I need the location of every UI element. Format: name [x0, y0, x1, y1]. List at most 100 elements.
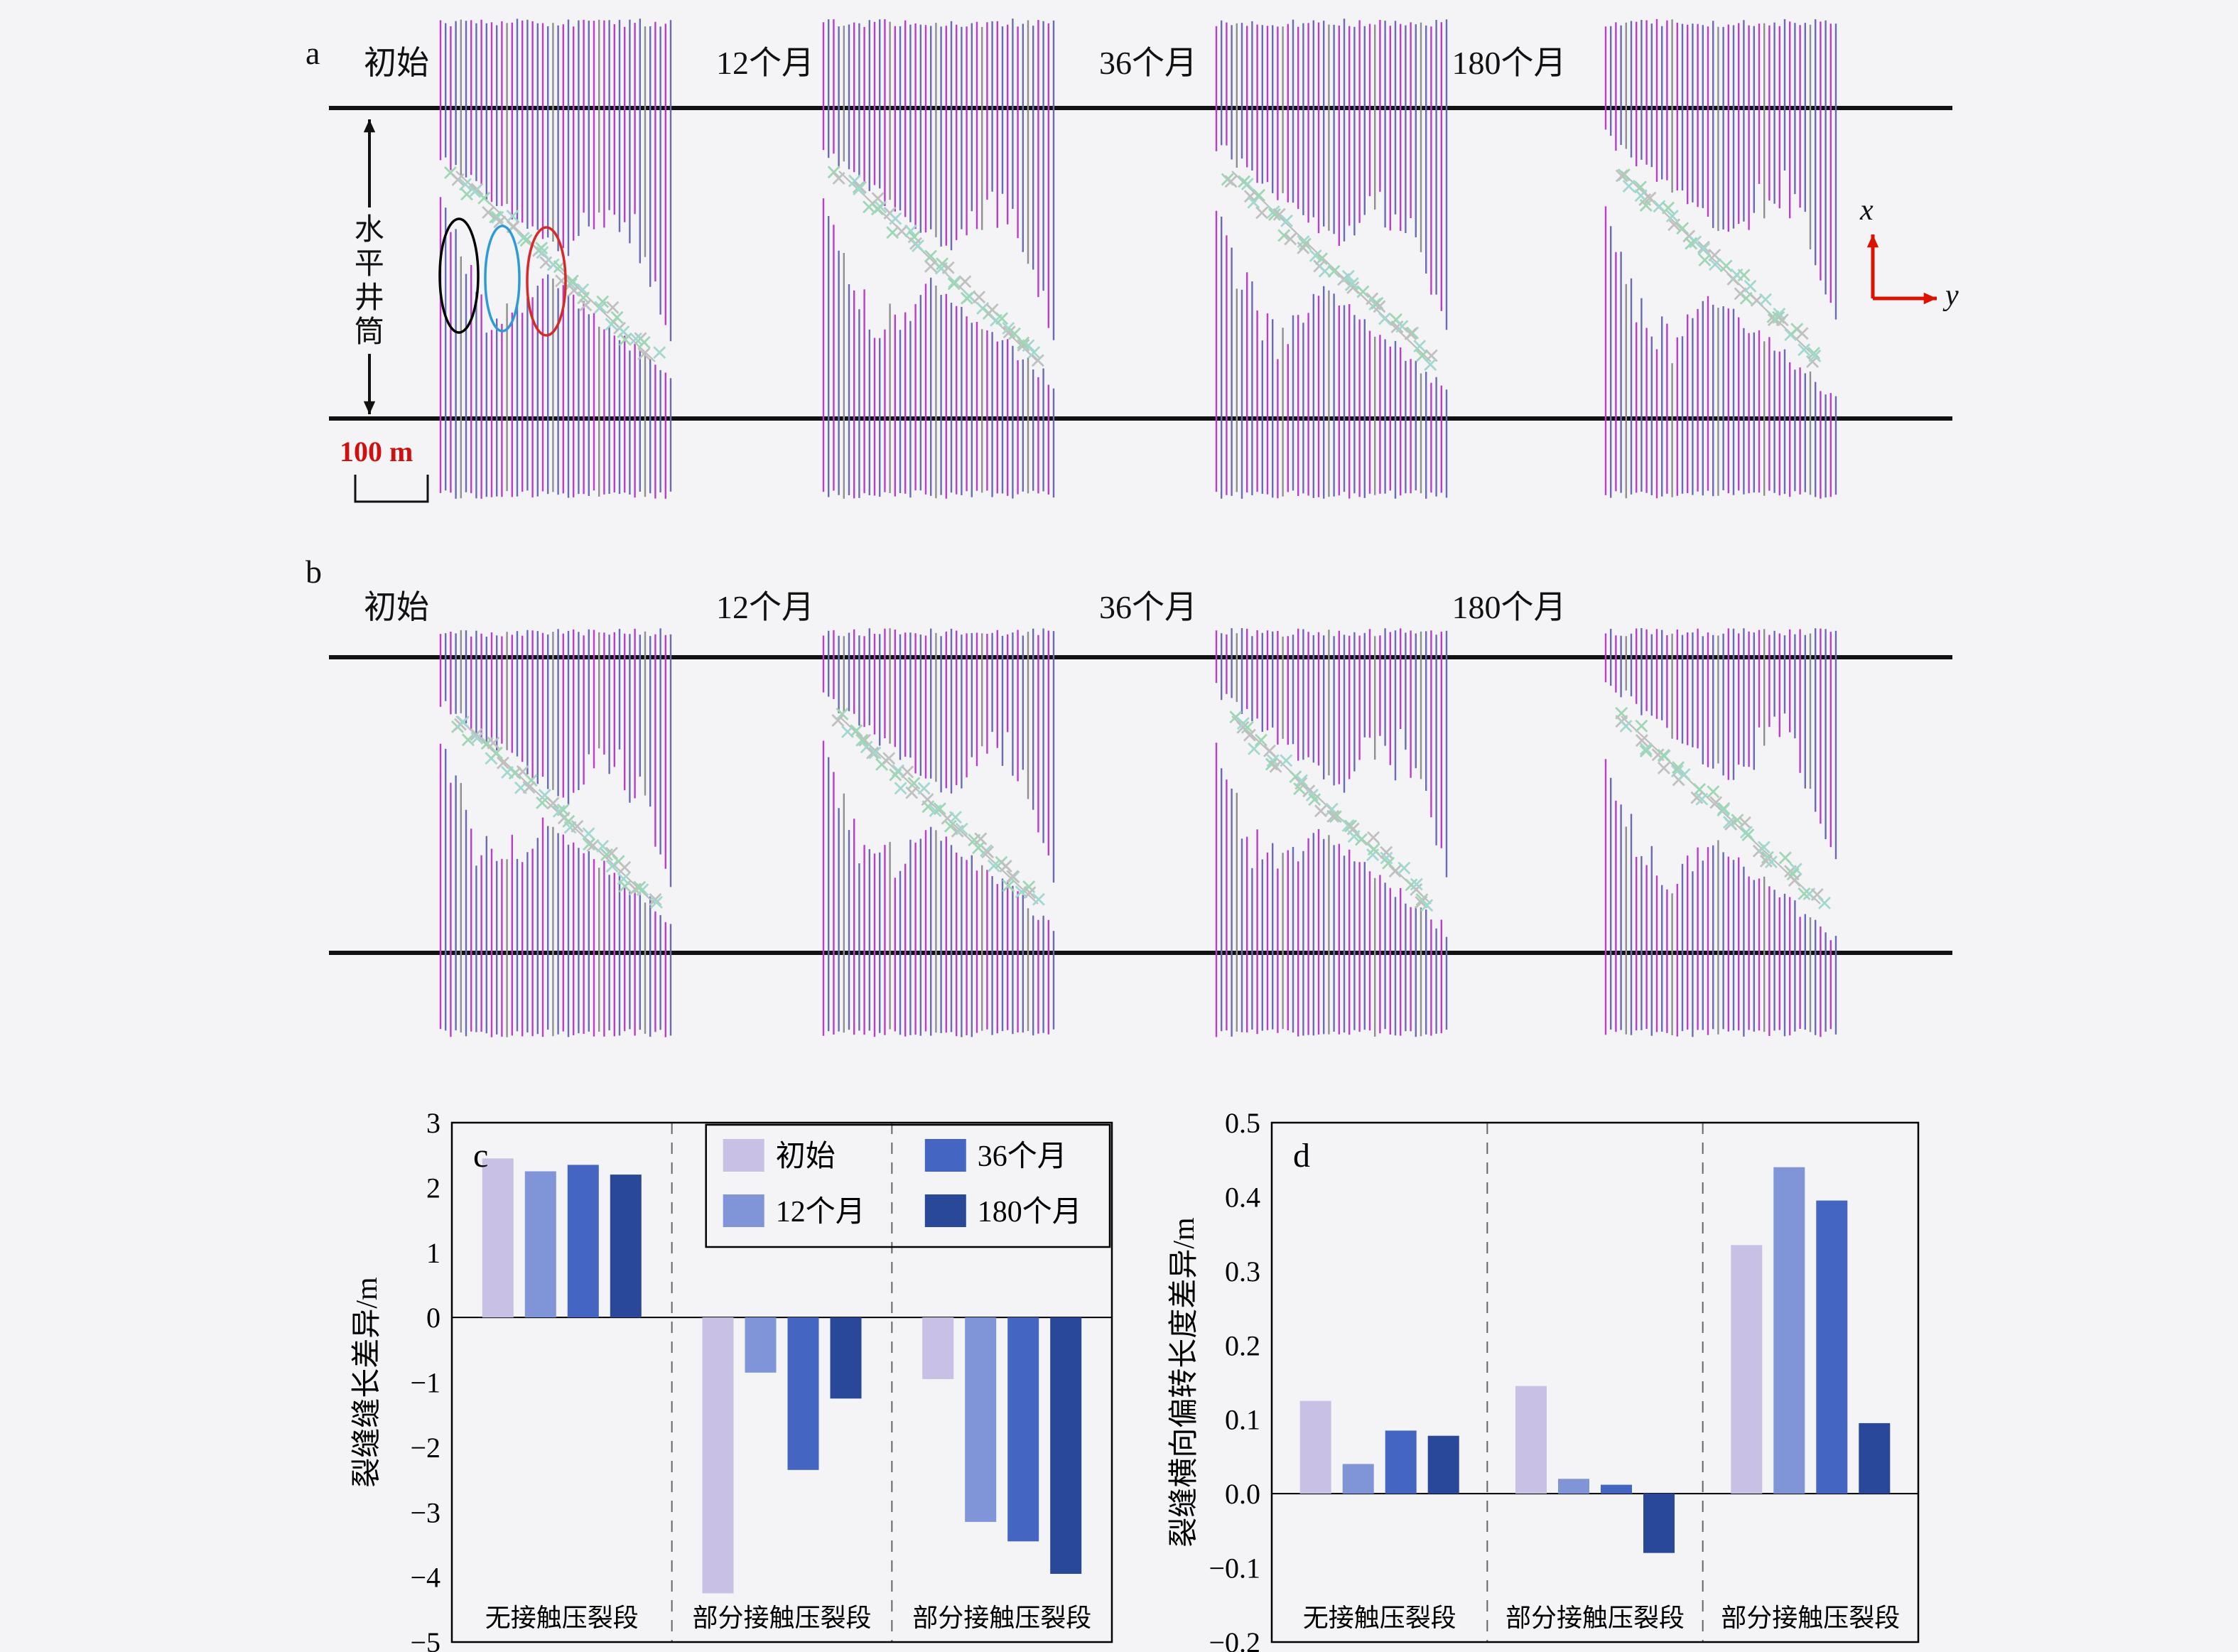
legend-box — [705, 1123, 1111, 1248]
microseismic-marker — [1764, 855, 1778, 869]
microseismic-marker — [536, 246, 549, 259]
microseismic-marker — [936, 257, 949, 271]
horizontal-wellbore-label: 水平井筒 — [350, 213, 383, 350]
panel-a-title-36mo: 36个月 — [1099, 45, 1197, 81]
category-label: 部分接触压裂段 — [1505, 1604, 1685, 1632]
microseismic-marker — [870, 203, 884, 216]
microseismic-marker — [1420, 899, 1434, 912]
microseismic-marker — [1280, 754, 1293, 767]
microseismic-marker — [564, 278, 578, 291]
y-tick-label: 0.3 — [1225, 1256, 1260, 1287]
microseismic-marker — [1277, 229, 1291, 242]
annotation-ellipse — [484, 225, 521, 333]
microseismic-marker — [606, 301, 620, 314]
microseismic-marker — [1698, 254, 1712, 266]
microseismic-marker — [1615, 169, 1628, 183]
microseismic-marker — [974, 832, 988, 846]
microseismic-marker — [904, 225, 917, 237]
fracture-cluster — [1215, 18, 1448, 499]
category-label: 部分接触压裂段 — [692, 1604, 871, 1632]
microseismic-marker — [1413, 340, 1427, 353]
y-tick-label: 0.5 — [1225, 1107, 1260, 1139]
microseismic-marker — [470, 728, 483, 741]
microseismic-marker — [1329, 810, 1342, 824]
microseismic-marker — [1298, 237, 1312, 251]
microseismic-marker — [1027, 346, 1041, 359]
category-label: 部分接触压裂段 — [1721, 1604, 1900, 1632]
bar — [567, 1165, 599, 1318]
microseismic-marker — [1032, 892, 1045, 906]
microseismic-marker — [1759, 854, 1773, 868]
legend-swatch — [723, 1194, 764, 1227]
y-tick-label: −5 — [410, 1626, 440, 1652]
microseismic-marker — [477, 191, 491, 205]
bar — [1342, 1464, 1374, 1494]
microseismic-marker — [1373, 300, 1386, 313]
microseismic-marker — [535, 242, 548, 255]
microseismic-marker — [921, 793, 934, 806]
panel-a-label: a — [306, 35, 320, 71]
microseismic-marker — [1398, 861, 1411, 875]
microseismic-marker — [1717, 801, 1731, 815]
bar — [1385, 1430, 1417, 1494]
microseismic-marker — [1818, 896, 1831, 909]
microseismic-marker — [1639, 199, 1653, 212]
microseismic-marker — [1341, 269, 1355, 283]
microseismic-marker — [506, 210, 519, 223]
microseismic-marker — [901, 765, 914, 779]
natural-fracture-trace — [1621, 716, 1821, 905]
fracture-cluster — [439, 18, 672, 499]
microseismic-marker — [524, 774, 538, 787]
microseismic-marker — [852, 180, 865, 194]
microseismic-marker — [468, 185, 482, 198]
microseismic-marker — [1253, 188, 1266, 202]
microseismic-marker — [1707, 785, 1720, 799]
microseismic-marker — [972, 841, 985, 855]
microseismic-marker — [955, 822, 968, 836]
microseismic-marker — [1388, 865, 1402, 878]
microseismic-marker — [618, 880, 632, 893]
microseismic-marker — [1693, 783, 1707, 796]
microseismic-marker — [882, 752, 896, 765]
bar — [830, 1317, 862, 1399]
legend-label: 36个月 — [978, 1140, 1067, 1173]
microseismic-marker — [1248, 742, 1260, 755]
axis-x-label: x — [1860, 194, 1874, 227]
y-tick-label: −0.2 — [1209, 1626, 1260, 1652]
microseismic-marker — [995, 312, 1009, 325]
y-tick-label: 0.4 — [1225, 1181, 1260, 1213]
microseismic-marker — [999, 859, 1012, 873]
microseismic-marker — [456, 716, 470, 729]
microseismic-marker — [637, 335, 651, 349]
scale-bar — [354, 475, 429, 503]
microseismic-marker — [610, 311, 624, 324]
legend-label: 12个月 — [776, 1196, 865, 1229]
bar — [1558, 1479, 1589, 1494]
y-tick-label: 0.1 — [1225, 1404, 1260, 1436]
microseismic-marker — [1247, 195, 1260, 209]
microseismic-marker — [1240, 720, 1254, 734]
microseismic-marker — [1031, 354, 1044, 367]
microseismic-marker — [1695, 792, 1709, 806]
y-tick-label: 0.2 — [1225, 1329, 1260, 1361]
legend-swatch — [723, 1139, 764, 1172]
fracture-cluster — [1604, 628, 1837, 1037]
microseismic-marker — [487, 736, 500, 750]
microseismic-marker — [519, 234, 533, 247]
microseismic-marker — [1255, 206, 1269, 220]
microseismic-marker — [1757, 841, 1771, 854]
bar — [610, 1175, 642, 1318]
fracture-cluster — [439, 628, 672, 1037]
bar — [745, 1317, 777, 1373]
microseismic-marker — [582, 827, 595, 841]
y-tick-label: 0.0 — [1225, 1478, 1260, 1510]
y-axis-title: 裂缝横向偏转长度差异/m — [1168, 1217, 1201, 1548]
microseismic-marker — [832, 171, 845, 185]
fracture-cluster — [822, 628, 1055, 1037]
microseismic-marker — [629, 332, 642, 345]
legend-label: 180个月 — [978, 1196, 1082, 1229]
microseismic-marker — [973, 291, 986, 304]
microseismic-marker — [907, 777, 921, 790]
microseismic-marker — [889, 212, 902, 225]
microseismic-marker — [1346, 277, 1359, 290]
